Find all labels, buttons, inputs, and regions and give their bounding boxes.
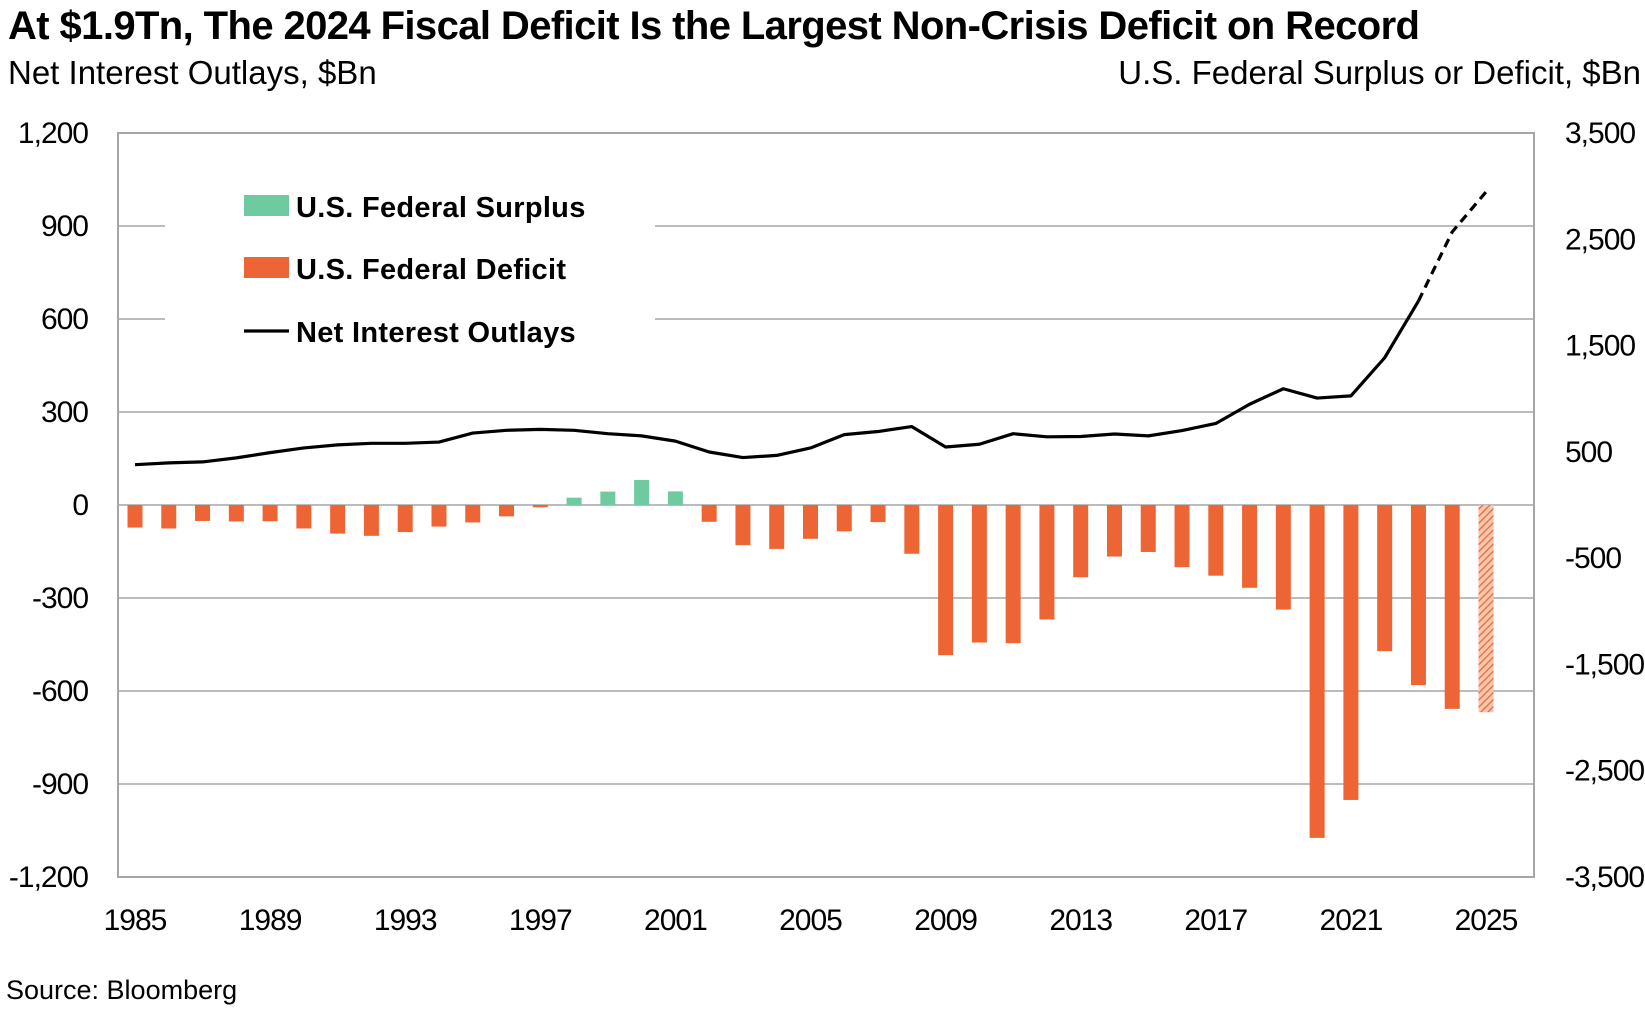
deficit-bar-2005 bbox=[803, 505, 818, 539]
deficit-bar-2024 bbox=[1444, 505, 1460, 709]
deficit-bar-2014 bbox=[1106, 505, 1122, 557]
deficit-bar-2008 bbox=[904, 505, 920, 554]
right-tick-label: 1,500 bbox=[1565, 330, 1635, 363]
deficit-bar-2007 bbox=[870, 505, 886, 523]
deficit-bar-1990 bbox=[296, 505, 312, 529]
x-tick-label: 1985 bbox=[104, 904, 167, 937]
left-tick-label: 0 bbox=[72, 489, 88, 522]
deficit-bar-1986 bbox=[161, 505, 177, 529]
deficit-bar-2011 bbox=[1005, 505, 1021, 644]
left-tick-label: 900 bbox=[41, 210, 88, 243]
net-interest-line-projected bbox=[1417, 190, 1488, 302]
right-axis-title: U.S. Federal Surplus or Deficit, $Bn bbox=[1118, 54, 1641, 91]
deficit-bar-1996 bbox=[499, 505, 515, 517]
x-tick-label: 2021 bbox=[1320, 904, 1383, 937]
x-tick-label: 2013 bbox=[1049, 904, 1112, 937]
deficit-bar-1988 bbox=[228, 505, 244, 522]
deficit-bar-2002 bbox=[701, 505, 717, 522]
x-tick-label: 2001 bbox=[644, 904, 707, 937]
left-tick-label: 300 bbox=[41, 396, 88, 429]
deficit-bar-2004 bbox=[769, 505, 785, 549]
legend: U.S. Federal Surplus U.S. Federal Deficit… bbox=[165, 160, 655, 350]
deficit-bar-2022 bbox=[1377, 505, 1393, 652]
deficit-bar-1985 bbox=[127, 505, 143, 528]
left-tick-label: 1,200 bbox=[18, 117, 88, 150]
legend-background bbox=[165, 160, 655, 350]
x-tick-label: 2005 bbox=[779, 904, 842, 937]
chart-title: At $1.9Tn, The 2024 Fiscal Deficit Is th… bbox=[8, 4, 1420, 48]
x-tick-label: 2009 bbox=[914, 904, 977, 937]
deficit-bar-2018 bbox=[1242, 505, 1258, 588]
deficit-bar-2015 bbox=[1140, 505, 1156, 552]
deficit-bar-1993 bbox=[397, 505, 413, 533]
deficit-bar-1995 bbox=[465, 505, 481, 523]
left-tick-label: 600 bbox=[41, 303, 88, 336]
x-tick-label: 2025 bbox=[1455, 904, 1518, 937]
right-tick-label: 3,500 bbox=[1565, 117, 1635, 150]
net-interest-line bbox=[134, 190, 1488, 467]
left-axis-ticks: 1,200 900 600 300 0 -300 -600 -900 -1,200 bbox=[9, 117, 89, 894]
left-tick-label: -900 bbox=[32, 768, 88, 801]
left-tick-label: -300 bbox=[32, 582, 88, 615]
right-axis-ticks: 3,500 2,500 1,500 500 -500 -1,500 -2,500 -3,500 bbox=[1565, 117, 1645, 894]
right-tick-label: 500 bbox=[1565, 436, 1612, 469]
surplus-bar-1998 bbox=[566, 497, 582, 505]
right-tick-label: -500 bbox=[1565, 542, 1621, 575]
deficit-bar-2013 bbox=[1073, 505, 1089, 578]
deficit-bar-2017 bbox=[1208, 505, 1224, 576]
left-tick-label: -600 bbox=[32, 675, 88, 708]
legend-label-surplus: U.S. Federal Surplus bbox=[296, 192, 586, 224]
legend-swatch-deficit bbox=[244, 257, 289, 278]
x-tick-label: 1993 bbox=[374, 904, 437, 937]
left-tick-label: -1,200 bbox=[9, 861, 88, 894]
deficit-bar-2020 bbox=[1309, 505, 1325, 838]
deficit-bar-2025 bbox=[1478, 505, 1494, 713]
deficit-bar-2023 bbox=[1410, 505, 1426, 686]
surplus-bar-2000 bbox=[634, 479, 650, 505]
left-axis-title: Net Interest Outlays, $Bn bbox=[8, 54, 377, 91]
surplus-bar-1999 bbox=[600, 491, 616, 505]
deficit-bar-2021 bbox=[1343, 505, 1359, 800]
surplus-deficit-bars bbox=[127, 479, 1494, 838]
x-tick-label: 2017 bbox=[1184, 904, 1247, 937]
net-interest-line-actual bbox=[134, 300, 1420, 467]
deficit-bar-2012 bbox=[1039, 505, 1055, 620]
legend-label-interest: Net Interest Outlays bbox=[296, 317, 576, 349]
deficit-bar-2016 bbox=[1174, 505, 1190, 568]
x-tick-label: 1997 bbox=[509, 904, 572, 937]
right-tick-label: -2,500 bbox=[1565, 755, 1644, 788]
surplus-bar-2001 bbox=[667, 491, 683, 505]
source-note: Source: Bloomberg bbox=[6, 975, 238, 1005]
x-tick-label: 1989 bbox=[239, 904, 302, 937]
x-axis-ticks: 1985 1989 1993 1997 2001 2005 2009 2013 2017 2021… bbox=[104, 904, 1519, 937]
right-tick-label: -1,500 bbox=[1565, 648, 1644, 681]
deficit-bar-1991 bbox=[330, 505, 346, 534]
deficit-bar-1987 bbox=[195, 505, 211, 521]
deficit-bar-2019 bbox=[1275, 505, 1291, 610]
deficit-bar-1989 bbox=[262, 505, 278, 522]
right-tick-label: 2,500 bbox=[1565, 223, 1635, 256]
gridlines bbox=[118, 225, 1534, 785]
deficit-bar-1997 bbox=[532, 505, 548, 508]
deficit-bar-1994 bbox=[431, 505, 447, 527]
legend-swatch-surplus bbox=[244, 195, 289, 216]
deficit-bar-2006 bbox=[836, 505, 852, 532]
deficit-bar-2003 bbox=[735, 505, 751, 546]
deficit-bar-2009 bbox=[938, 505, 954, 656]
deficit-bar-1992 bbox=[363, 505, 379, 536]
deficit-bar-2010 bbox=[971, 505, 987, 643]
right-tick-label: -3,500 bbox=[1565, 861, 1644, 894]
legend-label-deficit: U.S. Federal Deficit bbox=[296, 254, 566, 286]
